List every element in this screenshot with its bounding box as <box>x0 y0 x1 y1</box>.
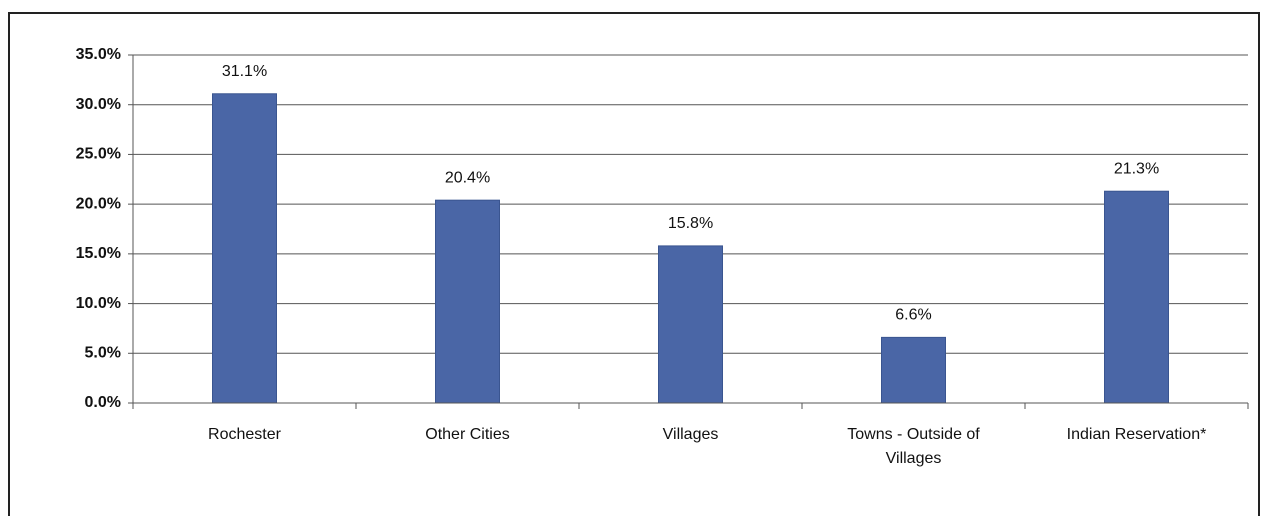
bar <box>212 93 277 404</box>
y-tick-label: 5.0% <box>85 345 121 362</box>
x-tick-label: Villages <box>662 426 719 443</box>
bar <box>1104 190 1169 404</box>
chart-frame <box>8 12 1260 516</box>
x-tick-label: Other Cities <box>425 426 510 443</box>
y-tick-label: 25.0% <box>76 146 121 163</box>
value-label: 21.3% <box>1114 160 1159 177</box>
value-label: 15.8% <box>668 215 713 232</box>
x-tick-label: Indian Reservation* <box>1066 426 1207 443</box>
value-label: 20.4% <box>445 169 490 186</box>
x-tick-label: Towns - Outside of Villages <box>847 426 980 467</box>
value-label: 6.6% <box>895 307 931 324</box>
bar <box>435 199 500 404</box>
x-tick-label: Rochester <box>208 426 281 443</box>
y-tick-label: 35.0% <box>76 46 121 63</box>
y-tick-label: 20.0% <box>76 195 121 212</box>
bar <box>881 336 946 404</box>
y-tick-label: 10.0% <box>76 295 121 312</box>
y-tick-label: 0.0% <box>85 394 121 411</box>
bar <box>658 245 723 404</box>
y-tick-label: 30.0% <box>76 96 121 113</box>
y-tick-label: 15.0% <box>76 245 121 262</box>
value-label: 31.1% <box>222 63 267 80</box>
